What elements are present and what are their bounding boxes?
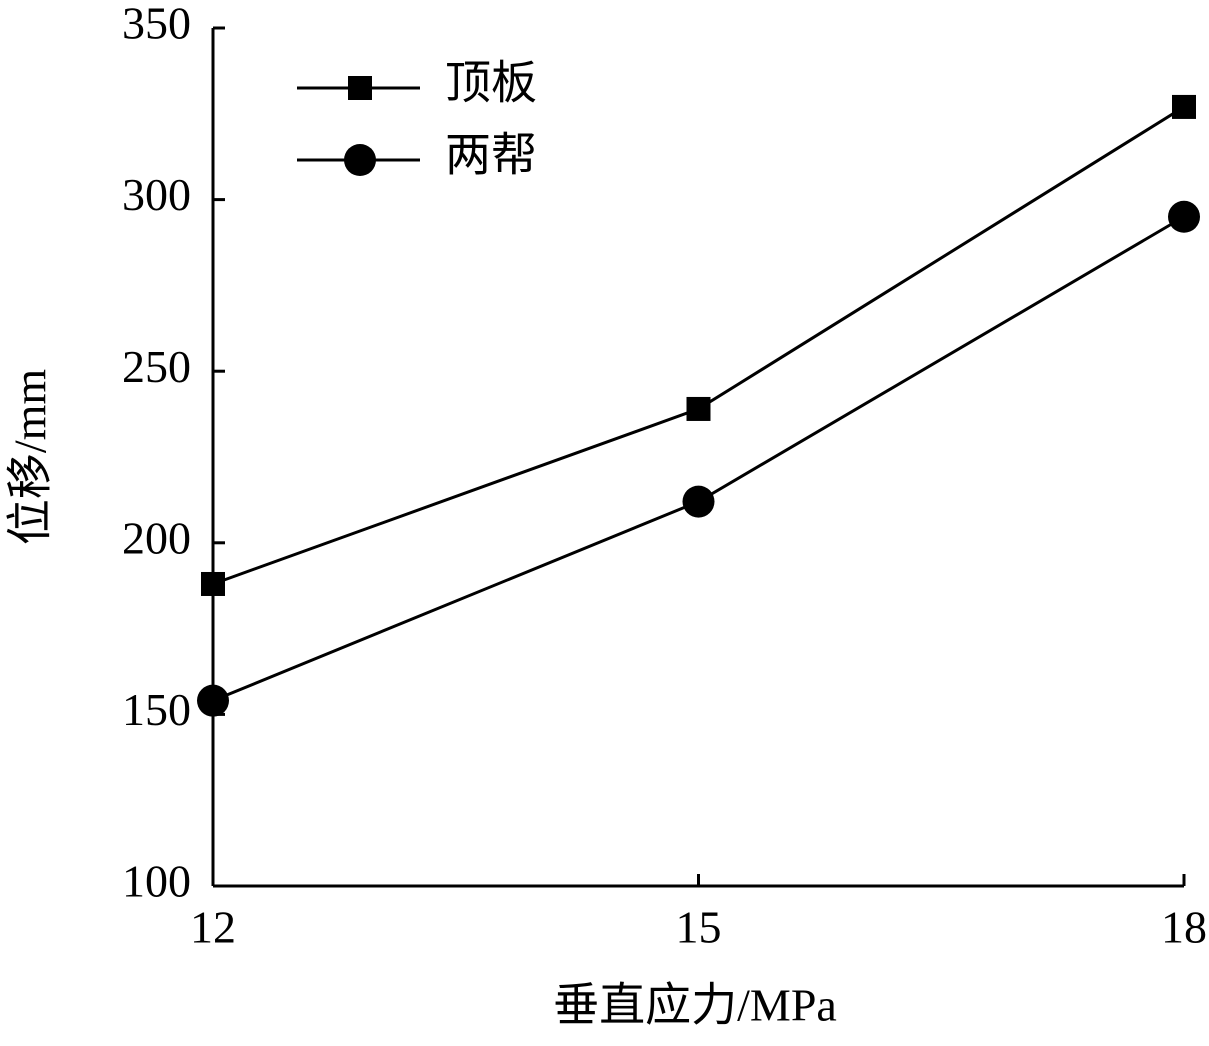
- y-tick-label: 300: [122, 169, 191, 220]
- legend-label: 顶板: [445, 58, 537, 109]
- legend-label: 两帮: [445, 130, 537, 181]
- legend-marker: [344, 144, 376, 176]
- data-point: [682, 485, 715, 518]
- x-tick-label: 15: [676, 902, 722, 953]
- series-line: [212, 215, 1185, 703]
- y-tick-label: 350: [122, 0, 191, 49]
- data-point: [201, 571, 225, 596]
- data-point: [1172, 94, 1196, 119]
- data-point: [1168, 200, 1200, 233]
- y-tick-label: 100: [122, 856, 191, 907]
- y-tick-label: 200: [122, 512, 191, 563]
- x-axis-label: 垂直应力/MPa: [553, 980, 837, 1031]
- data-point: [197, 684, 229, 717]
- data-point: [686, 396, 711, 421]
- y-tick-label: 250: [122, 341, 191, 392]
- x-tick-label: 12: [190, 902, 236, 953]
- x-tick-label: 18: [1161, 902, 1207, 953]
- legend-marker: [348, 76, 372, 100]
- y-tick-label: 150: [122, 684, 191, 735]
- y-axis-label: 位移/mm: [5, 369, 56, 546]
